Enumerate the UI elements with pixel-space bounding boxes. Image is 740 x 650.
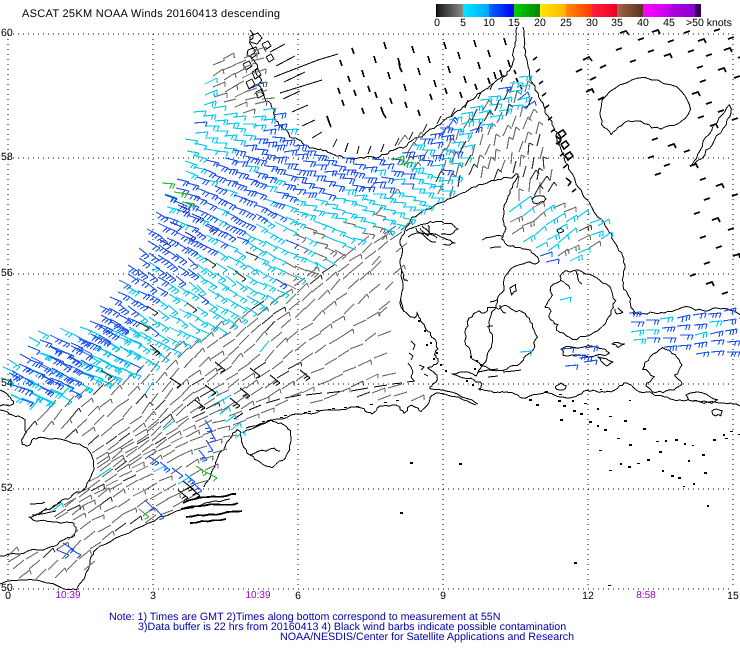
svg-text:58: 58 <box>1 151 13 163</box>
svg-text:54: 54 <box>1 377 13 389</box>
svg-text:56: 56 <box>1 267 13 279</box>
svg-text:10: 10 <box>483 17 495 29</box>
svg-text:10:39: 10:39 <box>55 590 80 601</box>
svg-text:Note: 1) Times are GMT 2)Times: Note: 1) Times are GMT 2)Times along bot… <box>109 611 500 623</box>
svg-text:12: 12 <box>582 590 594 602</box>
svg-text:5: 5 <box>460 17 466 29</box>
svg-text:3)Data buffer is 22 hrs from 2: 3)Data buffer is 22 hrs from 20160413 4)… <box>138 621 566 633</box>
svg-text:25: 25 <box>560 17 572 29</box>
svg-text:9: 9 <box>440 590 446 602</box>
svg-text:20: 20 <box>534 17 546 29</box>
svg-text:45: 45 <box>663 17 675 29</box>
svg-text:0: 0 <box>434 17 440 29</box>
svg-text:NOAA/NESDIS/Center for Satelli: NOAA/NESDIS/Center for Satellite Applica… <box>280 631 574 643</box>
svg-text:>50 knots: >50 knots <box>686 17 732 29</box>
svg-text:0: 0 <box>5 590 11 602</box>
svg-text:8:58: 8:58 <box>636 590 656 601</box>
svg-text:35: 35 <box>611 17 623 29</box>
svg-text:10:39: 10:39 <box>245 590 270 601</box>
svg-text:3: 3 <box>150 590 156 602</box>
svg-text:52: 52 <box>1 482 13 494</box>
svg-text:15: 15 <box>727 590 739 602</box>
svg-text:ASCAT 25KM NOAA Winds 20160413: ASCAT 25KM NOAA Winds 20160413 descendin… <box>22 8 280 20</box>
svg-text:15: 15 <box>508 17 520 29</box>
svg-text:6: 6 <box>295 590 301 602</box>
svg-text:50: 50 <box>1 582 13 594</box>
svg-text:30: 30 <box>586 17 598 29</box>
svg-text:40: 40 <box>637 17 649 29</box>
svg-text:60: 60 <box>1 27 13 39</box>
